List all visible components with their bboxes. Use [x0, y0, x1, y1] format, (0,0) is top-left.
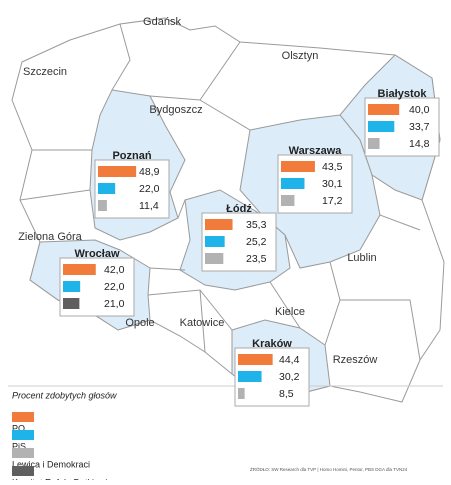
value-label: 14,8: [409, 138, 430, 150]
value-label: 44,4: [279, 354, 300, 366]
region-title: Warszawa: [289, 145, 343, 157]
city-label: Opole: [125, 317, 154, 329]
city-label: Rzeszów: [333, 354, 378, 366]
legend-swatch: [12, 430, 34, 440]
bar: [281, 178, 305, 189]
city-label: Kielce: [275, 306, 305, 318]
bar: [205, 236, 225, 247]
region-title: Kraków: [252, 338, 292, 350]
city-label: Zielona Góra: [18, 231, 82, 243]
legend-swatch: [12, 466, 34, 476]
value-label: 35,3: [246, 219, 267, 231]
city-label: Lublin: [347, 252, 376, 264]
value-label: 22,0: [139, 183, 160, 195]
value-label: 17,2: [322, 195, 343, 207]
legend-title: Procent zdobytych głosów: [12, 390, 117, 400]
value-label: 11,4: [139, 200, 159, 212]
value-label: 25,2: [246, 236, 267, 248]
bar: [205, 219, 233, 230]
value-label: 40,0: [409, 104, 430, 116]
value-label: 30,2: [279, 371, 300, 383]
region-title: Poznań: [112, 150, 151, 162]
bar: [98, 183, 116, 194]
bar: [368, 121, 395, 132]
value-label: 30,1: [322, 178, 343, 190]
legend-label: Lewica i Demokraci: [12, 459, 90, 469]
region-title: Wrocław: [74, 248, 119, 260]
value-label: 33,7: [409, 121, 430, 133]
legend-swatch: [12, 448, 34, 458]
legend-label: PO: [12, 423, 25, 433]
bar: [281, 195, 295, 206]
bar: [63, 281, 81, 292]
region-title: Łódź: [226, 203, 252, 215]
bar: [238, 371, 262, 382]
value-label: 42,0: [104, 264, 125, 276]
bar: [205, 253, 224, 264]
bar: [238, 354, 273, 365]
value-label: 8,5: [279, 388, 294, 400]
bar: [98, 166, 137, 177]
bar: [63, 298, 80, 309]
bar: [98, 200, 107, 211]
region-borders: [19, 23, 421, 361]
value-label: 48,9: [139, 166, 160, 178]
value-label: 21,0: [104, 298, 125, 310]
bar: [281, 161, 315, 172]
city-label: Szczecin: [23, 66, 67, 78]
legend-label: PiS: [12, 441, 26, 451]
city-label: Bydgoszcz: [149, 104, 202, 116]
city-label: Katowice: [180, 317, 225, 329]
region-title: Białystok: [378, 88, 428, 100]
bar: [238, 388, 245, 399]
value-label: 23,5: [246, 253, 267, 265]
source-note: ŹRÓDŁO: SW Research dla TVP | Homo Homin…: [250, 466, 408, 472]
bar: [368, 104, 400, 115]
value-label: 43,5: [322, 161, 343, 173]
city-label: Olsztyn: [282, 50, 319, 62]
bar: [63, 264, 96, 275]
legend-swatch: [12, 412, 34, 422]
city-label: Gdańsk: [143, 16, 181, 28]
value-label: 22,0: [104, 281, 125, 293]
bar: [368, 138, 380, 149]
